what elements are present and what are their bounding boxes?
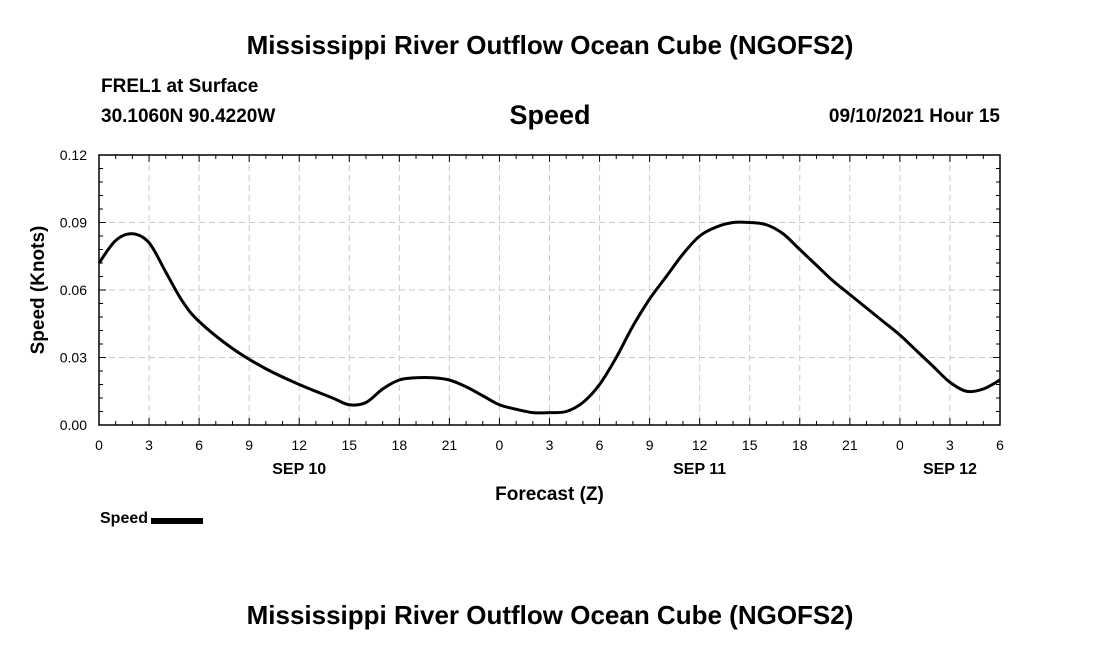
x-tick-label: 6 <box>596 437 604 453</box>
x-tick-label: 15 <box>742 437 758 453</box>
legend-label: Speed <box>100 510 149 527</box>
series-line-speed <box>97 220 1001 415</box>
legend-line-swatch <box>151 517 204 524</box>
y-tick-label: 0.00 <box>60 417 87 433</box>
axis-labels: Forecast (Z) Speed (Knots) 0 3 6 9 12 15 18 21 0… <box>28 147 1004 505</box>
x-date-label: SEP 12 <box>923 461 977 478</box>
x-tick-label: 9 <box>646 437 654 453</box>
station-name: FREL1 at Surface <box>101 76 259 97</box>
x-tick-label: 21 <box>442 437 458 453</box>
series-layer <box>97 220 1001 415</box>
x-tick-label: 0 <box>95 437 103 453</box>
x-tick-label: 0 <box>496 437 504 453</box>
x-tick-label: 6 <box>195 437 203 453</box>
x-date-label: SEP 10 <box>272 461 326 478</box>
x-tick-label: 9 <box>245 437 253 453</box>
x-tick-label: 15 <box>341 437 357 453</box>
y-tick-label: 0.06 <box>60 282 87 298</box>
axis-ticks <box>98 154 1001 426</box>
x-tick-label: 18 <box>392 437 408 453</box>
station-coordinates: 30.1060N 90.4220W <box>101 106 276 127</box>
y-tick-label: 0.09 <box>60 215 87 231</box>
variable-name: Speed <box>509 100 591 130</box>
x-tick-label: 21 <box>842 437 858 453</box>
run-time: 09/10/2021 Hour 15 <box>828 106 1000 127</box>
grid-lines <box>99 155 1000 425</box>
x-tick-label: 3 <box>946 437 954 453</box>
x-tick-label: 0 <box>896 437 904 453</box>
footer-title: Mississippi River Outflow Ocean Cube (NG… <box>246 600 854 630</box>
y-tick-label: 0.12 <box>60 147 87 163</box>
x-tick-label: 18 <box>792 437 808 453</box>
x-date-label: SEP 11 <box>673 461 726 478</box>
x-axis-title: Forecast (Z) <box>495 484 604 505</box>
y-tick-label: 0.03 <box>60 350 87 366</box>
y-axis-title: Speed (Knots) <box>28 226 49 355</box>
x-tick-label: 12 <box>291 437 307 453</box>
x-tick-label: 12 <box>692 437 708 453</box>
legend: Speed <box>100 510 204 528</box>
x-tick-label: 3 <box>145 437 153 453</box>
x-tick-label: 6 <box>996 437 1004 453</box>
x-tick-label: 3 <box>546 437 554 453</box>
chart-title: Mississippi River Outflow Ocean Cube (NG… <box>246 30 854 60</box>
